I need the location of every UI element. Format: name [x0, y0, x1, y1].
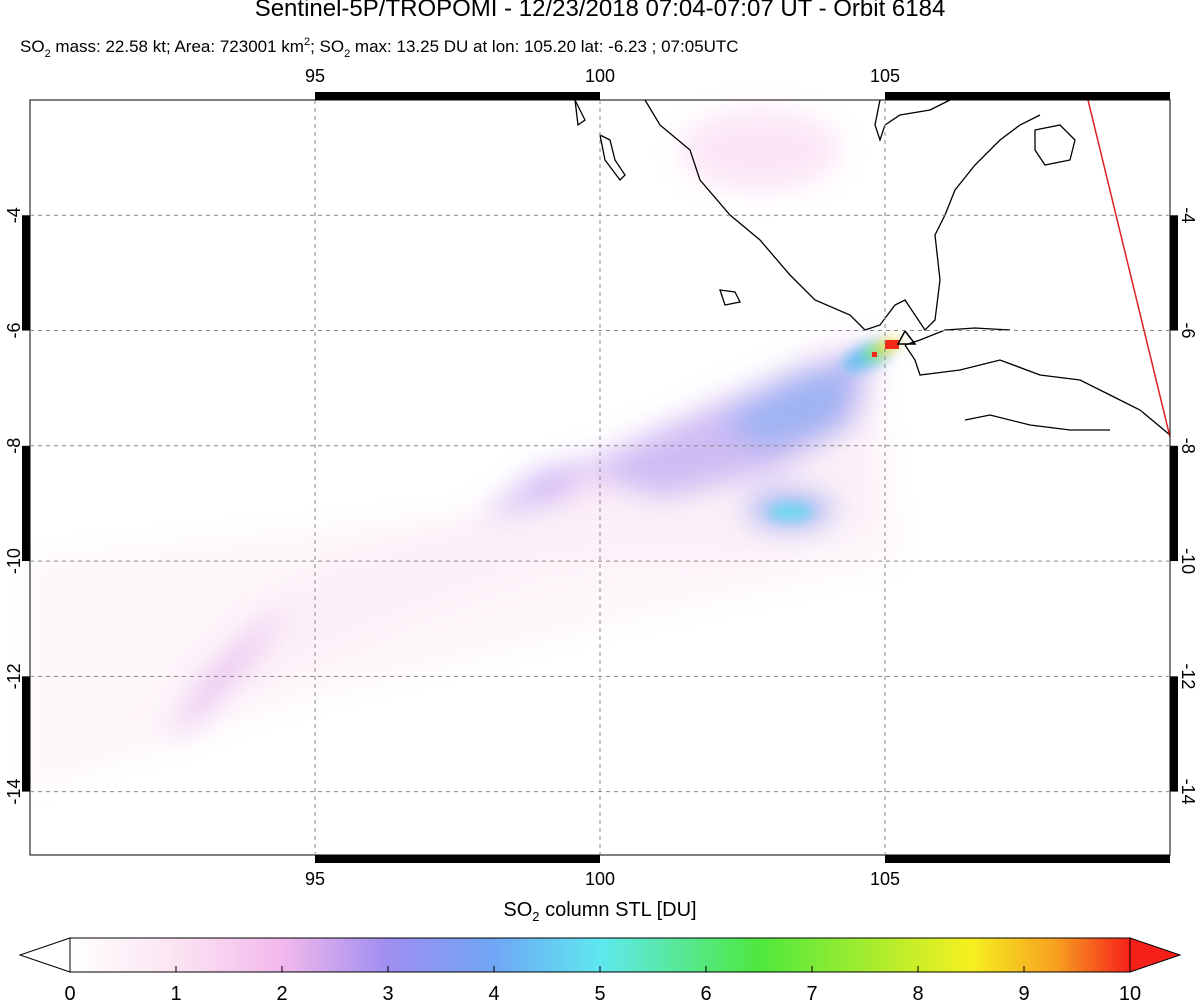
colorbar: SO2 column STL [DU] 0 1 2 3 4 5 6 7 8 9 10 [18, 899, 1182, 1003]
superscript: 2 [304, 36, 310, 48]
volcano-marker [896, 329, 917, 345]
frame-segment [315, 92, 600, 100]
frame-segment [885, 92, 1170, 100]
y-tick-label: -4 [1178, 207, 1198, 223]
x-tick-label: 95 [305, 869, 325, 889]
y-tick-label: -8 [4, 438, 24, 454]
subscript: 2 [45, 48, 51, 60]
colorbar-tick-label: 0 [64, 983, 75, 1003]
frame-segment [885, 855, 1170, 863]
x-tick-label: 95 [305, 66, 325, 86]
so2-max [885, 340, 899, 349]
colorbar-label-part: column STL [DU] [540, 899, 697, 921]
colorbar-over-arrow [1129, 937, 1182, 973]
y-tick-label: -6 [4, 323, 24, 339]
x-tick-label: 100 [585, 869, 615, 889]
title: Sentinel-5P/TROPOMI - 12/23/2018 07:04-0… [255, 0, 946, 22]
y-tick-label: -10 [1178, 548, 1198, 574]
colorbar-tick-label: 3 [382, 983, 393, 1003]
colorbar-tick-label: 1 [170, 983, 181, 1003]
subscript: 2 [532, 909, 539, 924]
frame-segment [1170, 215, 1178, 331]
so2-pixel [872, 352, 877, 357]
island [574, 99, 1076, 306]
subtitle-part: max: 13.25 DU at lon: 105.20 lat: -6.23 … [350, 37, 738, 56]
colorbar-under-arrow [18, 937, 71, 973]
y-tick-label: -12 [1178, 663, 1198, 689]
so2-plume [30, 110, 900, 790]
coastline [904, 327, 1171, 436]
colorbar-tick-label: 7 [806, 983, 817, 1003]
frame-segment [1170, 445, 1178, 562]
map: 95 95 100 100 105 105 -4 -4 -6 -6 -8 -8 -10 -10 -12 -12… [4, 66, 1198, 889]
swath-edge [1087, 99, 1171, 438]
colorbar-tick-label: 8 [912, 983, 923, 1003]
subtitle-part: ; SO [310, 37, 344, 56]
colorbar-tick-label: 5 [594, 983, 605, 1003]
frame-segment [22, 215, 30, 331]
y-tick-label: -14 [4, 779, 24, 805]
colorbar-label-part: SO [503, 899, 532, 921]
x-tick-label: 105 [870, 66, 900, 86]
frame-segment [1170, 676, 1178, 792]
colorbar-tick-label: 6 [700, 983, 711, 1003]
frame-segment [315, 855, 600, 863]
colorbar-label: SO2 column STL [DU] [503, 899, 696, 924]
subtitle-part: mass: 22.58 kt; Area: 723001 km [51, 37, 304, 56]
x-tick-label: 100 [585, 66, 615, 86]
colorbar-tick-label: 2 [276, 983, 287, 1003]
y-tick-label: -8 [1178, 438, 1198, 454]
x-tick-label: 105 [870, 869, 900, 889]
frame-segment [22, 445, 30, 562]
y-tick-label: -6 [1178, 323, 1198, 339]
y-tick-label: -10 [4, 548, 24, 574]
subtitle-part: SO [20, 37, 45, 56]
subtitle: SO2 mass: 22.58 kt; Area: 723001 km2; SO… [20, 36, 739, 60]
y-tick-label: -12 [4, 663, 24, 689]
subscript: 2 [344, 48, 350, 60]
colorbar-tick-label: 9 [1018, 983, 1029, 1003]
y-tick-label: -4 [4, 207, 24, 223]
colorbar-tick-label: 4 [488, 983, 499, 1003]
frame-segment [22, 676, 30, 792]
y-tick-label: -14 [1178, 779, 1198, 805]
colorbar-tick-label: 10 [1119, 983, 1141, 1003]
